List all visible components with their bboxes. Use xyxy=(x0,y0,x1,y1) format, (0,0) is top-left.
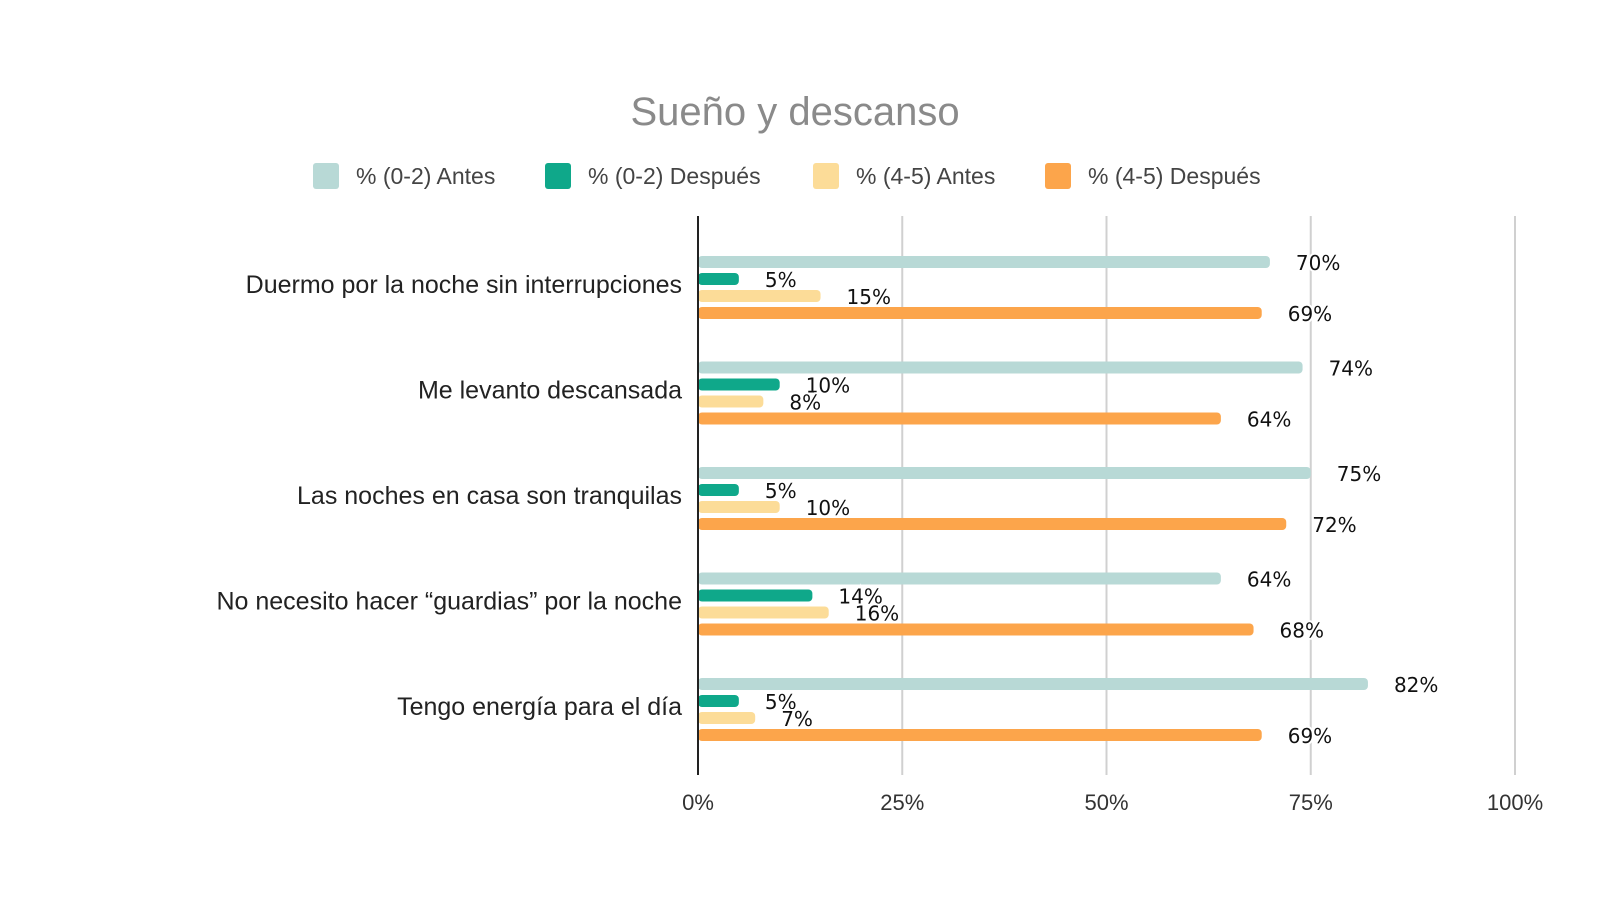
data-label: 74% xyxy=(1329,357,1373,381)
bar xyxy=(698,378,780,391)
legend-label: % (0-2) Después xyxy=(588,163,761,189)
category-label: Tengo energía para el día xyxy=(397,693,682,721)
data-label: 5% xyxy=(765,690,797,714)
data-label: 75% xyxy=(1337,462,1381,486)
data-label: 72% xyxy=(1312,513,1356,537)
data-label: 10% xyxy=(806,374,850,398)
x-tick-label: 75% xyxy=(1289,790,1333,815)
data-label: 69% xyxy=(1288,302,1332,326)
data-label: 5% xyxy=(765,268,797,292)
data-label: 8% xyxy=(789,391,821,415)
category-label: Duermo por la noche sin interrupciones xyxy=(246,271,682,299)
category-labels: Duermo por la noche sin interrupciones Me… xyxy=(216,271,682,721)
bars: 70%5%15%69%74%10%8%64%75%5%10%72%64%14%1… xyxy=(698,249,1440,750)
bar xyxy=(698,290,821,302)
bar xyxy=(698,307,1262,319)
category-label: No necesito hacer “guardias” por la noch… xyxy=(216,588,682,616)
data-label: 7% xyxy=(781,707,813,731)
x-tick-label: 25% xyxy=(880,790,924,815)
x-tick-label: 0% xyxy=(682,790,714,815)
bar xyxy=(698,395,764,408)
bar xyxy=(698,678,1368,690)
legend-swatch xyxy=(313,163,339,189)
legend-swatch xyxy=(813,163,839,189)
data-label: 14% xyxy=(838,585,882,609)
category-label: Me levanto descansada xyxy=(418,377,682,405)
bar xyxy=(698,729,1262,741)
bar xyxy=(698,412,1221,425)
data-label: 68% xyxy=(1280,619,1324,643)
bar xyxy=(698,623,1254,636)
x-axis-ticks: 0% 25% 50% 75% 100% xyxy=(682,790,1543,815)
bar xyxy=(698,589,813,602)
bar xyxy=(698,361,1303,374)
chart-title: Sueño y descanso xyxy=(630,90,959,134)
bar xyxy=(698,572,1221,585)
x-tick-label: 100% xyxy=(1487,790,1543,815)
data-label: 64% xyxy=(1247,568,1291,592)
bar xyxy=(698,518,1287,530)
legend-label: % (4-5) Después xyxy=(1088,163,1261,189)
data-label: 82% xyxy=(1394,673,1438,697)
data-label: 70% xyxy=(1296,251,1340,275)
x-tick-label: 50% xyxy=(1084,790,1128,815)
bar xyxy=(698,467,1311,479)
bar xyxy=(698,606,829,619)
category-label: Las noches en casa son tranquilas xyxy=(297,482,682,510)
bar xyxy=(698,712,756,724)
data-label: 15% xyxy=(847,285,891,309)
bar xyxy=(698,695,739,707)
legend-swatch xyxy=(1045,163,1071,189)
bar xyxy=(698,501,780,513)
legend-label: % (4-5) Antes xyxy=(856,163,995,189)
data-label: 5% xyxy=(765,479,797,503)
legend-label: % (0-2) Antes xyxy=(356,163,495,189)
data-label: 16% xyxy=(855,602,899,626)
bar xyxy=(698,256,1270,268)
data-label: 69% xyxy=(1288,724,1332,748)
data-label: 10% xyxy=(806,496,850,520)
legend-swatch xyxy=(545,163,571,189)
bar xyxy=(698,484,739,496)
data-label: 64% xyxy=(1247,408,1291,432)
legend: % (0-2) Antes % (0-2) Después % (4-5) Ante… xyxy=(313,163,1261,189)
bar xyxy=(698,273,739,285)
